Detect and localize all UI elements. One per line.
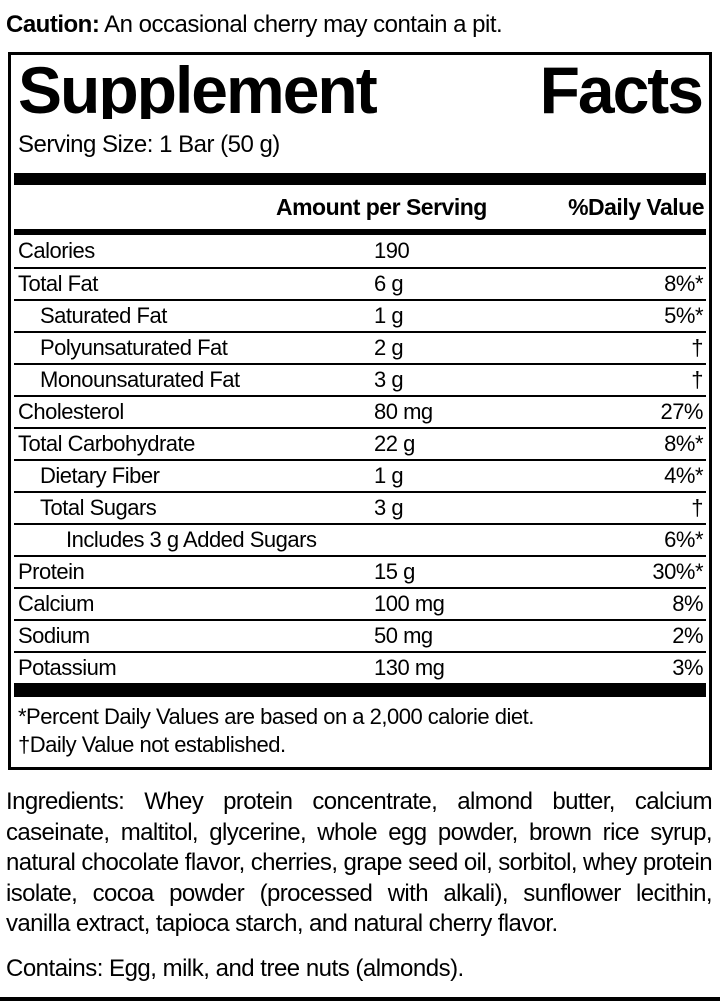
- nutrient-name: Cholesterol: [18, 399, 124, 424]
- nutrient-daily-value: †: [691, 495, 703, 520]
- nutrient-name: Includes 3 g Added Sugars: [66, 527, 317, 552]
- nutrient-name: Calories: [18, 238, 95, 263]
- table-row: Calories 190: [14, 235, 706, 267]
- nutrient-amount: 6 g: [374, 271, 404, 296]
- footnotes: *Percent Daily Values are based on a 2,0…: [14, 697, 706, 767]
- panel-title-word-left: Supplement: [18, 55, 378, 119]
- table-row: Polyunsaturated Fat 2 g †: [14, 331, 706, 363]
- nutrient-daily-value: 27%: [660, 399, 703, 424]
- nutrient-amount: 1 g: [374, 303, 404, 328]
- caution-note: Caution: An occasional cherry may contai…: [0, 0, 720, 50]
- nutrient-name: Protein: [18, 559, 85, 584]
- nutrient-name: Total Sugars: [40, 495, 157, 520]
- ingredients-text: Ingredients: Whey protein concentrate, a…: [6, 788, 713, 937]
- supplement-facts-panel: Supplement Facts Serving Size: 1 Bar (50…: [8, 52, 712, 770]
- caution-label: Caution:: [6, 11, 100, 38]
- nutrient-name: Saturated Fat: [40, 303, 167, 328]
- caution-text: An occasional cherry may contain a pit.: [99, 11, 503, 38]
- divider-medium: [14, 229, 706, 235]
- table-row: Monounsaturated Fat 3 g †: [14, 363, 706, 395]
- nutrient-daily-value: 30%*: [652, 559, 703, 584]
- nutrient-name: Sodium: [18, 623, 90, 648]
- divider-thick-bottom: [14, 683, 706, 697]
- table-row: Sodium 50 mg 2%: [14, 619, 706, 651]
- table-row: Dietary Fiber 1 g 4%*: [14, 459, 706, 491]
- nutrient-name: Potassium: [18, 655, 117, 680]
- contains-allergens-text: Contains: Egg, milk, and tree nuts (almo…: [6, 954, 464, 982]
- bottom-edge-bar: [0, 997, 720, 1001]
- table-header-row: Amount per Serving %Daily Value: [14, 185, 706, 229]
- serving-size: Serving Size: 1 Bar (50 g): [18, 131, 280, 158]
- table-row: Protein 15 g 30%*: [14, 555, 706, 587]
- nutrient-amount: 100 mg: [374, 591, 445, 616]
- footnote-daily-value-not-established: †Daily Value not established.: [18, 732, 286, 757]
- facts-table-body: Calories 190 Total Fat 6 g 8%* Saturated…: [14, 235, 706, 683]
- panel-title: Supplement Facts: [14, 55, 706, 119]
- table-row: Total Sugars 3 g †: [14, 491, 706, 523]
- table-row: Total Fat 6 g 8%*: [14, 267, 706, 299]
- table-row: Total Carbohydrate 22 g 8%*: [14, 427, 706, 459]
- nutrient-daily-value: 6%*: [664, 527, 703, 552]
- nutrient-amount: 80 mg: [374, 399, 433, 424]
- nutrient-daily-value: 2%: [672, 623, 703, 648]
- nutrient-daily-value: 8%*: [664, 431, 703, 456]
- table-row: Calcium 100 mg 8%: [14, 587, 706, 619]
- nutrient-amount: 15 g: [374, 559, 415, 584]
- nutrient-amount: 190: [374, 238, 410, 263]
- nutrient-daily-value: 5%*: [664, 303, 703, 328]
- nutrient-amount: 3 g: [374, 367, 404, 392]
- table-row: Cholesterol 80 mg 27%: [14, 395, 706, 427]
- nutrient-name: Calcium: [18, 591, 94, 616]
- table-row: Saturated Fat 1 g 5%*: [14, 299, 706, 331]
- nutrient-amount: 2 g: [374, 335, 404, 360]
- column-header-daily-value: %Daily Value: [568, 193, 704, 220]
- nutrient-daily-value: †: [691, 335, 703, 360]
- column-header-amount: Amount per Serving: [276, 193, 487, 220]
- nutrient-amount: 1 g: [374, 463, 404, 488]
- footnote-percent-daily-values: *Percent Daily Values are based on a 2,0…: [18, 704, 534, 729]
- nutrient-name: Polyunsaturated Fat: [40, 335, 228, 360]
- nutrient-daily-value: 4%*: [664, 463, 703, 488]
- nutrient-amount: 50 mg: [374, 623, 433, 648]
- nutrient-amount: 3 g: [374, 495, 404, 520]
- nutrient-daily-value: 3%: [672, 655, 703, 680]
- nutrient-amount: 22 g: [374, 431, 415, 456]
- nutrient-daily-value: 8%*: [664, 271, 703, 296]
- nutrient-name: Monounsaturated Fat: [40, 367, 240, 392]
- nutrient-name: Dietary Fiber: [40, 463, 160, 488]
- nutrient-daily-value: †: [691, 367, 703, 392]
- table-row: Potassium 130 mg 3%: [14, 651, 706, 683]
- divider-thick-top: [14, 173, 706, 185]
- nutrient-daily-value: 8%: [672, 591, 703, 616]
- nutrient-amount: 130 mg: [374, 655, 445, 680]
- nutrient-name: Total Carbohydrate: [18, 431, 195, 456]
- table-row: Includes 3 g Added Sugars 6%*: [14, 523, 706, 555]
- panel-title-word-right: Facts: [539, 55, 704, 119]
- nutrient-name: Total Fat: [18, 271, 98, 296]
